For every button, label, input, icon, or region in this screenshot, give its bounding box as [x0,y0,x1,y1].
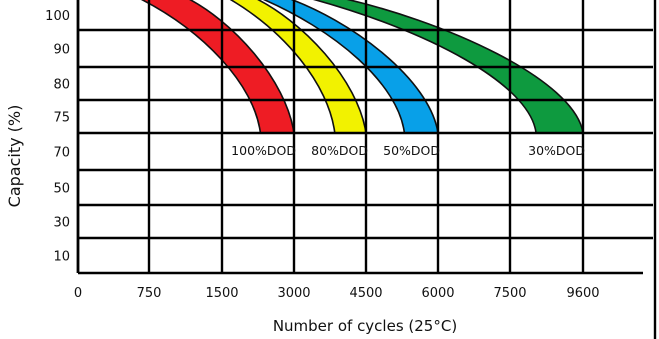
x-tick-label: 4500 [349,286,382,301]
y-tick-labels: 100 90 80 75 70 50 30 10 [45,9,70,265]
y-tick-label: 90 [53,43,70,58]
x-tick-label: 0 [74,286,82,301]
y-tick-label: 70 [53,146,70,161]
dod-label: 100%DOD [231,143,296,158]
y-tick-label: 30 [53,216,70,231]
y-tick-label: 10 [53,250,70,265]
y-tick-label: 50 [53,182,70,197]
dod-label: 80%DOD [311,143,368,158]
x-tick-label: 1500 [205,286,238,301]
x-tick-labels: 0 750 1500 3000 4500 6000 7500 9600 [74,286,600,301]
x-tick-label: 750 [137,286,162,301]
y-axis-label: Capacity (%) [5,105,24,208]
y-tick-label: 100 [45,9,70,24]
grid [76,0,657,339]
dod-labels: 100%DOD 80%DOD 50%DOD 30%DOD [231,143,585,158]
x-tick-label: 6000 [421,286,454,301]
dod-label: 50%DOD [383,143,440,158]
x-tick-label: 3000 [277,286,310,301]
x-tick-label: 7500 [493,286,526,301]
y-tick-label: 75 [53,111,70,126]
x-axis-label: Number of cycles (25°C) [273,317,457,335]
x-tick-label: 9600 [566,286,599,301]
y-tick-label: 80 [53,78,70,93]
dod-label: 30%DOD [528,143,585,158]
